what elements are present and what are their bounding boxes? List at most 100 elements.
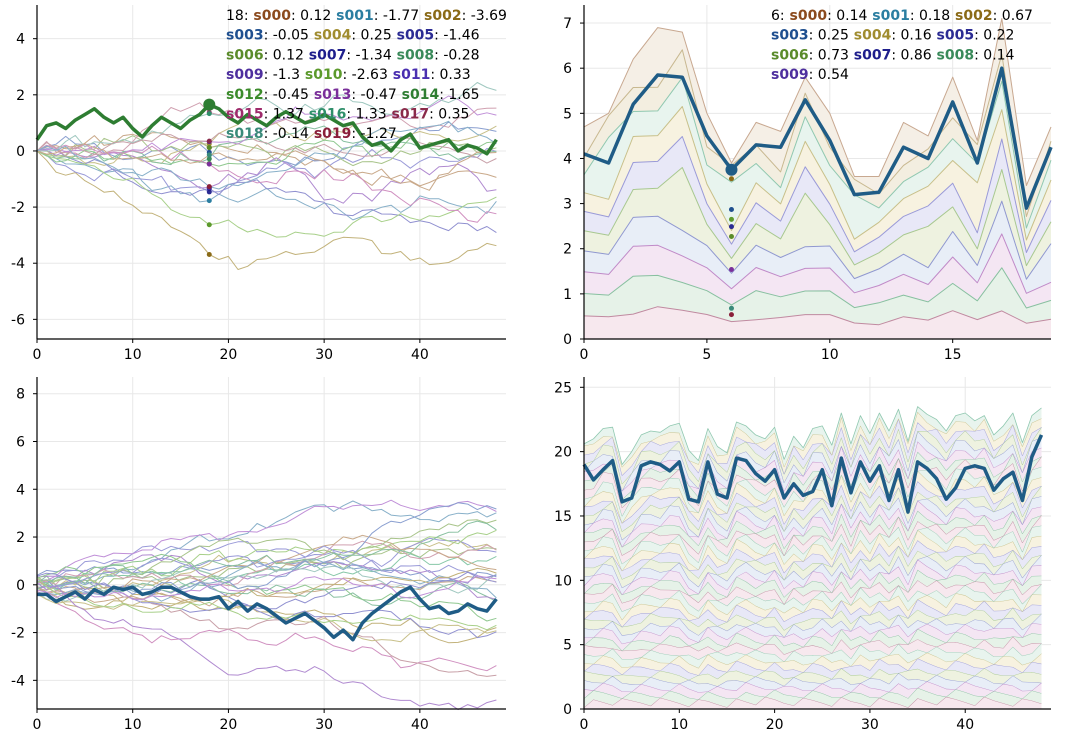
area-band (584, 411, 1042, 476)
x-tick-label: 10 (821, 347, 839, 363)
legend-value: : -0.14 (264, 126, 309, 142)
legend-value: : 0.12 (291, 8, 331, 24)
legend-row: s003: 0.25 s004: 0.16 s005: 0.22 (771, 28, 1014, 44)
x-tick-label: 20 (220, 347, 238, 363)
legend-value: : 0.86 (891, 47, 931, 63)
legend-value: : 0.25 (351, 28, 391, 44)
area-band (584, 628, 1042, 655)
area-band (584, 599, 1042, 631)
legend-value: : 0.14 (827, 8, 867, 24)
hover-point (206, 152, 212, 158)
legend-series-name: s009 (771, 67, 809, 83)
legend-series-name: s009 (226, 67, 264, 83)
x-tick-label: 0 (33, 347, 42, 363)
series-line (36, 540, 497, 587)
x-tick-label: 15 (944, 347, 962, 363)
legend-series-name: s004 (849, 28, 892, 44)
area-band (584, 668, 1042, 687)
legend-series-name: s016 (304, 107, 346, 123)
x-tick-label: 10 (670, 717, 688, 733)
legend-value: : 1.37 (264, 107, 304, 123)
area-band (584, 306, 1051, 339)
area-band (584, 267, 1051, 325)
highlighted-series-line (37, 585, 498, 642)
hover-point (728, 176, 734, 182)
chart-2: 0 10 20 30 40 -4 -2 0 2 4 6 8 (11, 377, 506, 733)
series-line-s005 (36, 148, 497, 193)
y-tick-label: 6 (563, 61, 572, 77)
legend-value: : -0.47 (351, 87, 396, 103)
legend-value: : -3.69 (462, 8, 507, 24)
area-boundary-line (583, 306, 1052, 326)
y-tick-label: 8 (16, 387, 25, 403)
y-tick-label: 6 (16, 434, 25, 450)
hover-point (728, 224, 734, 230)
y-tick-label: -6 (11, 312, 25, 328)
area-boundary-line (583, 167, 1052, 267)
legend-value: : 0.12 (264, 47, 304, 63)
legend-value: : 0.16 (891, 28, 931, 44)
series-line (36, 582, 497, 711)
legend-series-name: s007 (849, 47, 891, 63)
legend-row: s018: -0.14 s019: -1.27 (226, 126, 397, 142)
area-band (584, 643, 1042, 668)
y-tick-label: 2 (563, 242, 572, 258)
legend-value: : 1.33 (346, 107, 386, 123)
legend-series-name: s001 (331, 8, 373, 24)
legend-value: : -2.63 (342, 67, 387, 83)
hover-point (206, 111, 212, 117)
y-tick-label: 7 (563, 16, 572, 32)
area-boundary-line (583, 136, 1052, 253)
legend-series-name: s007 (304, 47, 346, 63)
y-tick-label: 2 (16, 530, 25, 546)
series-line (36, 553, 497, 622)
legend-value: : 0.54 (809, 67, 849, 83)
x-tick-label: 0 (580, 347, 589, 363)
legend-series-name: s012 (226, 87, 264, 103)
legend-value: : 0.22 (974, 28, 1014, 44)
y-tick-label: -2 (11, 626, 25, 642)
area-band (584, 525, 1042, 571)
area-band (584, 613, 1042, 644)
hover-point (728, 266, 734, 272)
area-band (584, 77, 1051, 240)
y-tick-label: 4 (16, 482, 25, 498)
area-band (584, 658, 1042, 680)
area-band (584, 485, 1042, 540)
hover-point-highlight (203, 98, 216, 111)
series-line (36, 520, 497, 590)
legend-series-name: s000 (249, 8, 292, 24)
legend-row: s009: -1.3 s010: -2.63 s011: 0.33 (226, 67, 471, 83)
legend-series-name: s019 (309, 126, 351, 142)
legend-series-name: s011 (388, 67, 430, 83)
area-boundary-line (583, 267, 1052, 309)
area-band (584, 451, 1042, 508)
area-boundary-line (583, 106, 1052, 241)
x-tick-label: 30 (315, 717, 333, 733)
x-tick-label: 40 (411, 717, 429, 733)
series-line (36, 529, 497, 591)
legend-value: : -1.77 (374, 8, 419, 24)
legend-value: : -0.28 (434, 47, 479, 63)
area-band (584, 515, 1042, 564)
series-line (36, 558, 497, 602)
x-tick-label: 30 (315, 347, 333, 363)
y-tick-label: 0 (563, 332, 572, 348)
series-line (36, 590, 497, 672)
area-boundary-line (583, 406, 1042, 465)
hover-point (206, 222, 212, 228)
series-line-s013 (36, 144, 497, 223)
area-band (584, 136, 1051, 266)
legend-series-name: s003 (771, 28, 809, 44)
legend-value: : 0.73 (809, 47, 849, 63)
series-line (36, 519, 497, 589)
series-line (36, 575, 497, 601)
legend-row: s015: 1.37 s016: 1.33 s017: 0.35 (226, 107, 469, 123)
area-band (584, 441, 1042, 500)
legend: 6: s000: 0.14 s001: 0.18 s002: 0.67s003:… (771, 8, 1033, 83)
x-tick-label: 5 (702, 347, 711, 363)
legend-series-name: s014 (397, 87, 440, 103)
y-tick-label: 1 (563, 287, 572, 303)
